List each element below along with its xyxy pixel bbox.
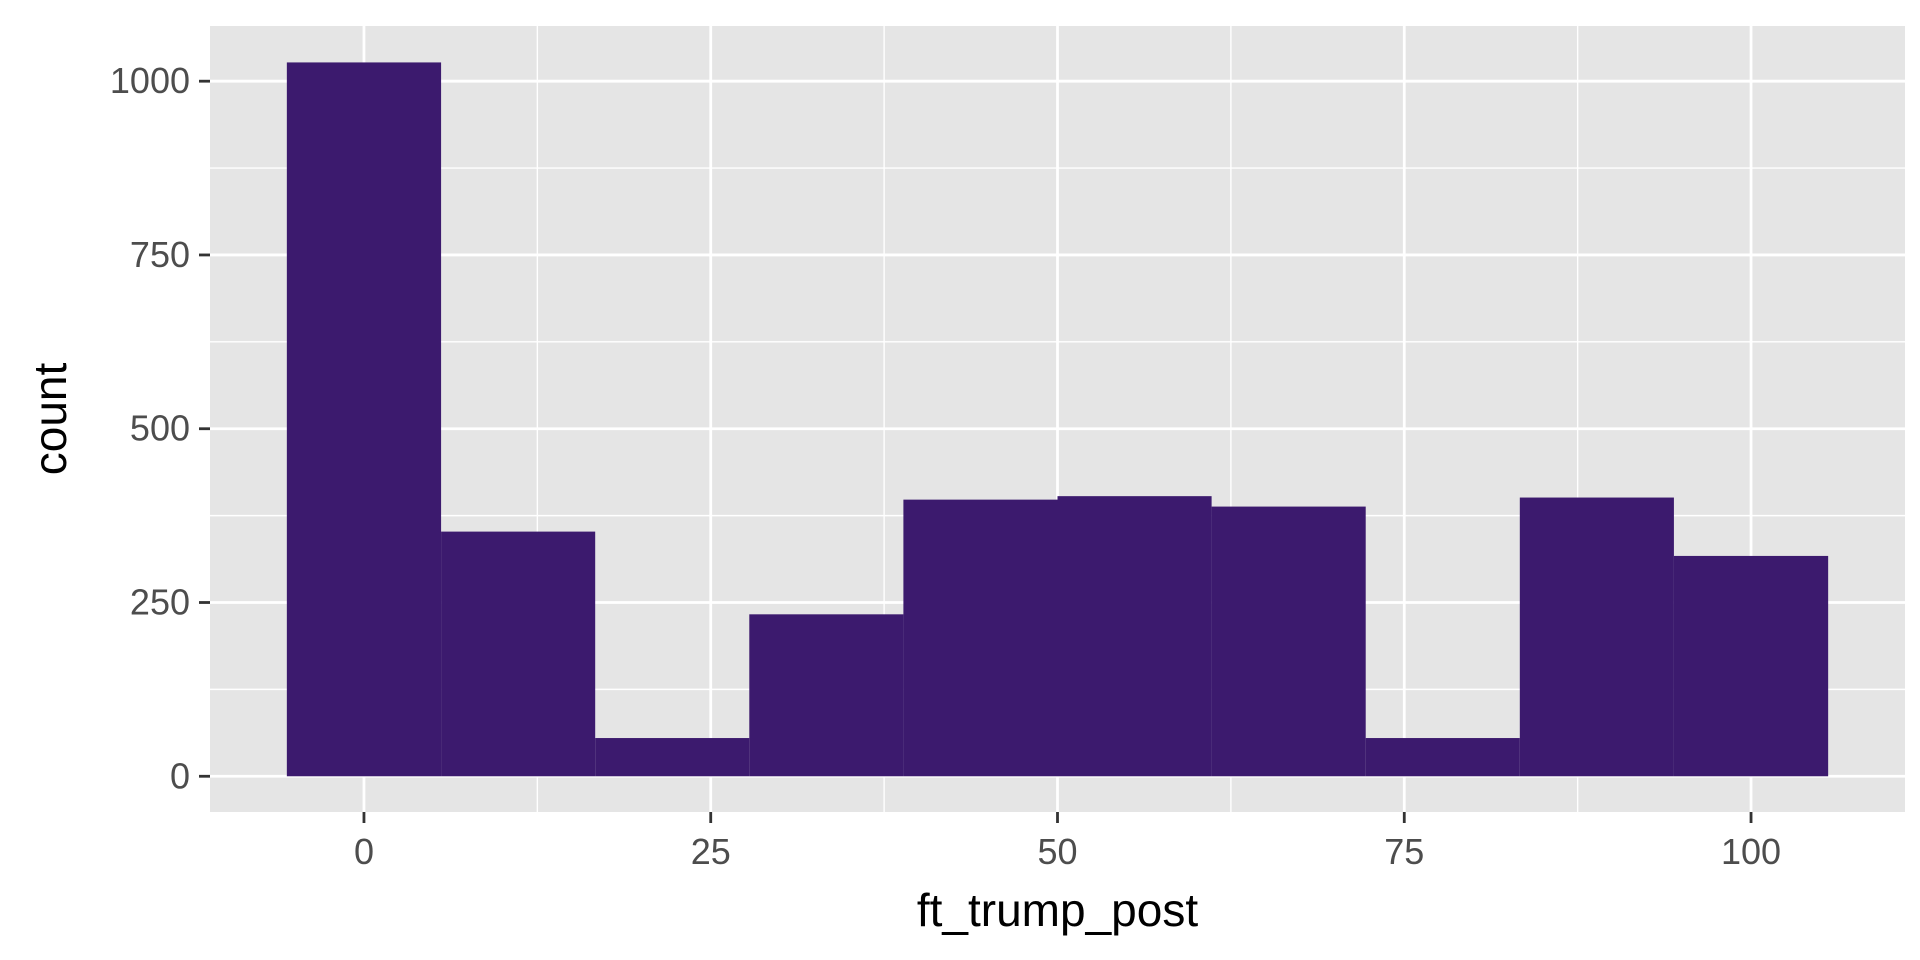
x-tick-label: 75 (1384, 831, 1424, 872)
histogram-bar-4 (749, 614, 904, 777)
y-tick-label: 500 (130, 408, 190, 449)
x-tick-label: 25 (691, 831, 731, 872)
histogram-bar-1 (286, 62, 442, 777)
y-tick-label: 0 (170, 755, 190, 796)
x-tick-label: 100 (1721, 831, 1781, 872)
y-tick-label: 1000 (110, 60, 190, 101)
histogram-bar-2 (441, 531, 596, 777)
x-axis-title: ft_trump_post (917, 884, 1198, 936)
y-tick-label: 750 (130, 234, 190, 275)
histogram-bar-7 (1211, 506, 1366, 777)
histogram-bar-8 (1365, 738, 1520, 777)
histogram-bars (286, 62, 1829, 777)
y-axis-title: count (24, 363, 76, 476)
histogram-bar-6 (1057, 496, 1212, 777)
x-axis: 0 25 50 75 100 (354, 812, 1781, 872)
x-tick-label: 50 (1037, 831, 1077, 872)
histogram-bar-3 (595, 738, 750, 777)
histogram-bar-9 (1519, 497, 1674, 777)
y-tick-label: 250 (130, 582, 190, 623)
histogram-bar-5 (903, 499, 1058, 777)
y-axis: 0 250 500 750 1000 (110, 60, 210, 796)
histogram-bar-10 (1673, 555, 1829, 777)
x-tick-label: 0 (354, 831, 374, 872)
